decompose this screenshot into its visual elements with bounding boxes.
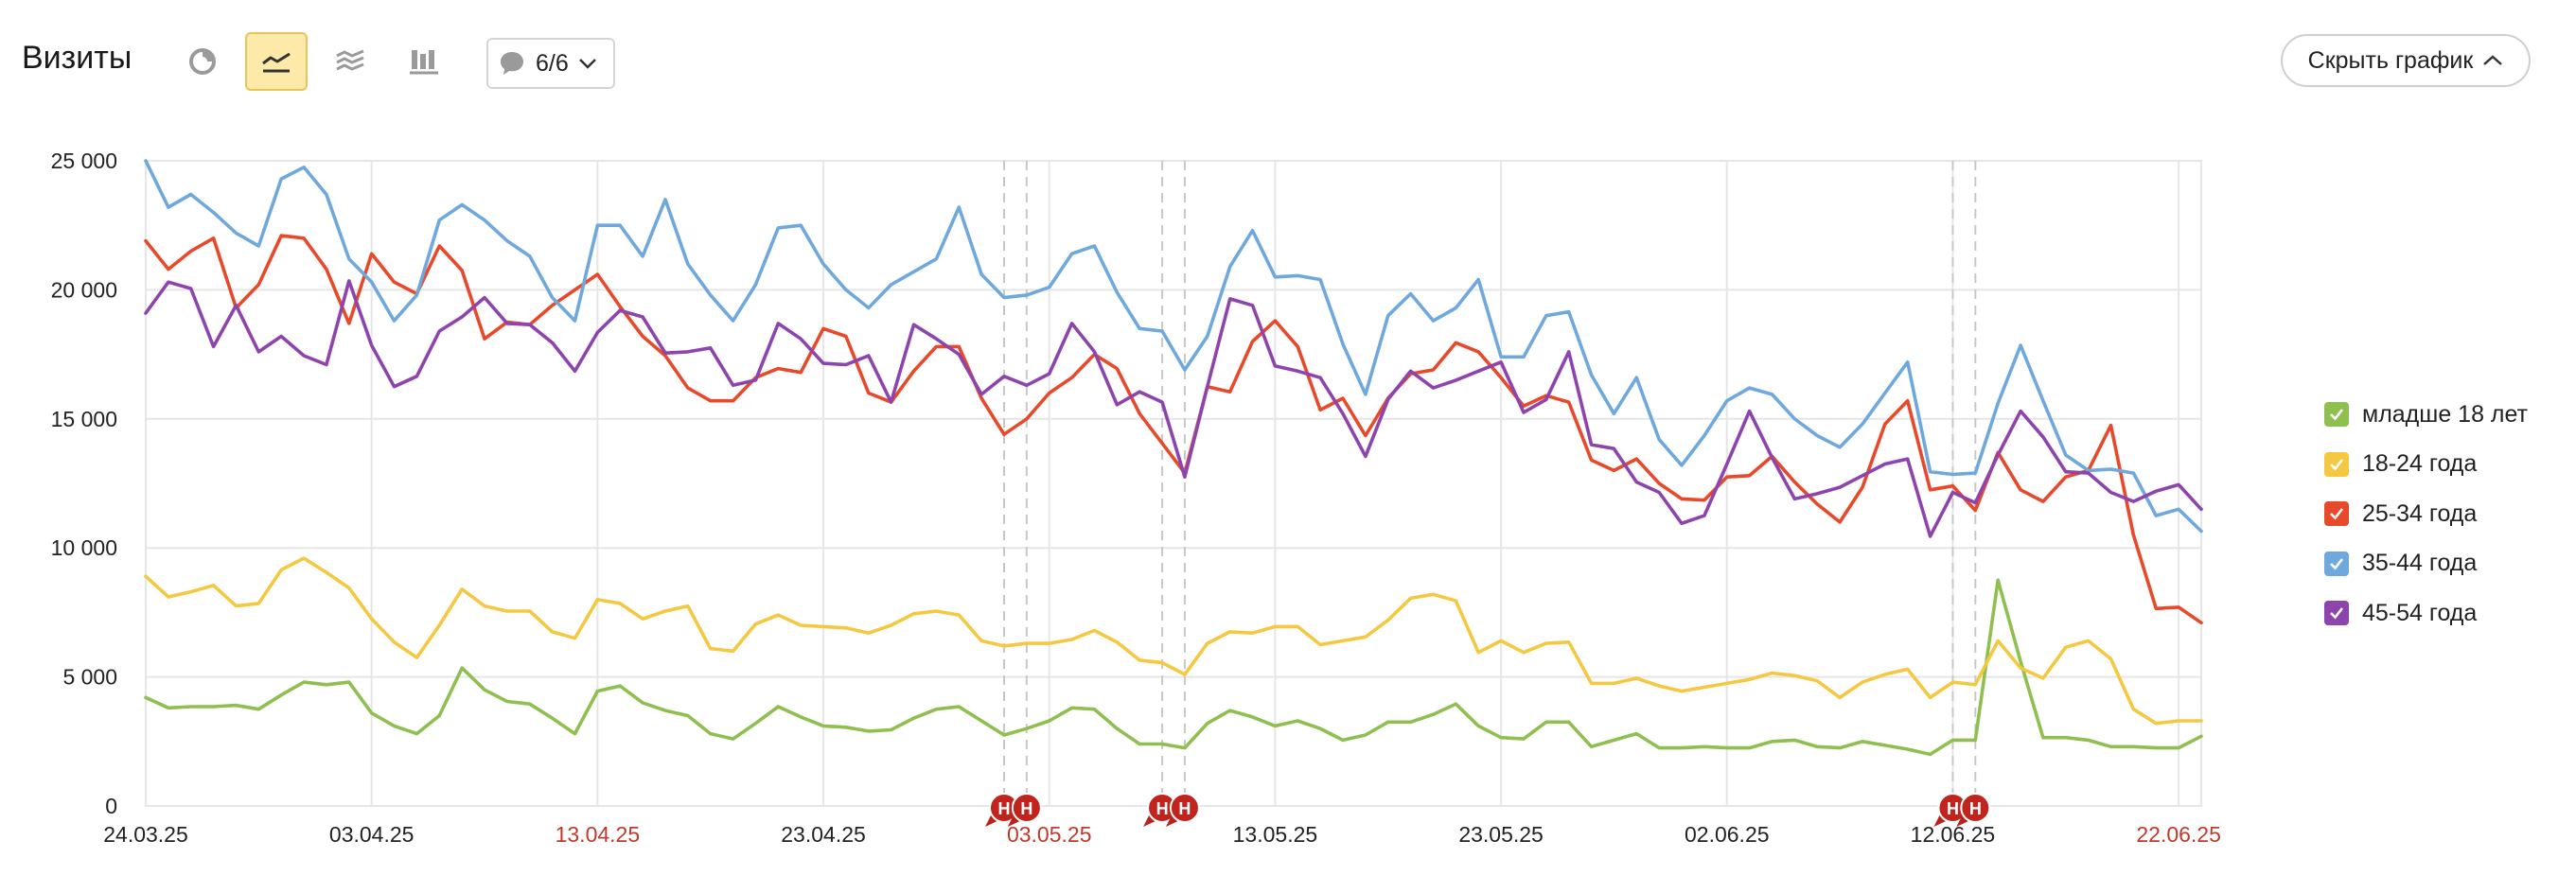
legend-checkbox[interactable] bbox=[2324, 601, 2349, 626]
x-tick-label: 02.06.25 bbox=[1685, 822, 1770, 847]
x-tick-label: 12.06.25 bbox=[1911, 822, 1996, 847]
x-tick-label: 23.04.25 bbox=[781, 822, 866, 847]
chart-grid bbox=[145, 160, 2202, 807]
annotation-marker: Н bbox=[1143, 793, 1178, 827]
marker-label: Н bbox=[1969, 799, 1982, 818]
y-tick-label: 10 000 bbox=[51, 535, 117, 560]
annotation-marker: Н bbox=[1956, 793, 1991, 827]
series-line-35-44 bbox=[144, 159, 2203, 534]
chevron-up-icon bbox=[2483, 55, 2503, 65]
annotation-lines bbox=[1002, 161, 1977, 806]
y-tick-label: 20 000 bbox=[51, 277, 117, 302]
legend-label: 35-44 года bbox=[2362, 550, 2478, 577]
area-chart-button[interactable] bbox=[319, 32, 381, 91]
legend-label: 25-34 года bbox=[2362, 499, 2478, 527]
y-tick-label: 5 000 bbox=[62, 665, 117, 690]
legend-item-45-54[interactable]: 45-54 года bbox=[2324, 588, 2528, 639]
annotation-marker: Н bbox=[1165, 793, 1200, 827]
hide-chart-label: Скрыть график bbox=[2307, 46, 2474, 74]
marker-label: Н bbox=[997, 799, 1010, 818]
series-line-18-24 bbox=[144, 556, 2203, 726]
legend-item-25-34[interactable]: 25-34 года bbox=[2324, 489, 2528, 539]
chart-toolbar: Визиты 6/6 bbox=[0, 0, 2576, 132]
x-tick-label: 22.06.25 bbox=[2136, 822, 2221, 847]
series-line-under-18 bbox=[144, 578, 2203, 757]
pie-chart-icon bbox=[189, 48, 216, 75]
chart-series bbox=[144, 159, 2203, 757]
marker-label: Н bbox=[1178, 799, 1191, 818]
legend-label: младше 18 лет bbox=[2362, 400, 2529, 428]
bar-chart-icon bbox=[410, 50, 438, 75]
x-tick-label: 13.05.25 bbox=[1233, 822, 1318, 847]
series-line-25-34 bbox=[144, 234, 2203, 625]
plot-frame bbox=[145, 160, 2202, 807]
x-tick-label: 24.03.25 bbox=[103, 822, 188, 847]
legend-checkbox[interactable] bbox=[2324, 451, 2349, 477]
check-icon bbox=[2330, 458, 2344, 471]
check-icon bbox=[2330, 409, 2344, 421]
check-icon bbox=[2330, 607, 2344, 620]
legend-item-under-18[interactable]: младше 18 лет bbox=[2324, 390, 2528, 440]
chart-title: Визиты bbox=[22, 40, 132, 76]
marker-label: Н bbox=[1020, 799, 1032, 818]
y-tick-label: 25 000 bbox=[51, 149, 117, 173]
legend-item-18-24[interactable]: 18-24 года bbox=[2324, 440, 2528, 490]
y-axis-labels: 0 5 000 10 000 15 000 20 000 25 000 bbox=[51, 149, 117, 818]
x-tick-label: 03.04.25 bbox=[329, 822, 415, 847]
legend-checkbox[interactable] bbox=[2324, 501, 2349, 527]
x-tick-label: 03.05.25 bbox=[1007, 822, 1092, 847]
marker-circle bbox=[1011, 793, 1042, 823]
y-tick-label: 0 bbox=[105, 794, 117, 818]
x-axis-labels: 24.03.25 03.04.25 13.04.25 23.04.25 03.05.25… bbox=[103, 822, 2221, 847]
line-chart-icon bbox=[262, 52, 291, 73]
marker-circle bbox=[1169, 793, 1200, 823]
series-line-45-54 bbox=[144, 279, 2203, 538]
notes-dropdown[interactable]: 6/6 bbox=[486, 38, 615, 89]
marker-label: Н bbox=[1156, 799, 1169, 818]
chevron-down-icon bbox=[578, 59, 596, 69]
line-chart-button[interactable] bbox=[245, 32, 308, 91]
legend-checkbox[interactable] bbox=[2324, 551, 2349, 576]
legend-checkbox[interactable] bbox=[2324, 402, 2349, 428]
chart-legend: младше 18 лет 18-24 года 25-34 года 35-4… bbox=[2324, 390, 2528, 639]
x-tick-label: 13.04.25 bbox=[556, 822, 641, 847]
pie-chart-button[interactable] bbox=[171, 32, 234, 91]
hide-chart-button[interactable]: Скрыть график bbox=[2281, 34, 2531, 87]
marker-circle bbox=[1960, 793, 1991, 823]
area-chart-icon bbox=[336, 49, 364, 71]
marker-label: Н bbox=[1947, 799, 1959, 818]
legend-label: 18-24 года bbox=[2362, 450, 2478, 478]
annotation-marker: Н bbox=[984, 793, 1019, 827]
bar-chart-button[interactable] bbox=[393, 32, 455, 91]
x-tick-label: 23.05.25 bbox=[1458, 822, 1544, 847]
legend-label: 45-54 года bbox=[2362, 599, 2478, 626]
legend-item-35-44[interactable]: 35-44 года bbox=[2324, 539, 2528, 589]
check-icon bbox=[2330, 557, 2344, 570]
annotation-marker: Н bbox=[1007, 793, 1042, 827]
notes-count: 6/6 bbox=[536, 49, 569, 77]
comment-icon bbox=[501, 52, 523, 75]
check-icon bbox=[2330, 508, 2344, 520]
y-tick-label: 15 000 bbox=[51, 407, 117, 431]
